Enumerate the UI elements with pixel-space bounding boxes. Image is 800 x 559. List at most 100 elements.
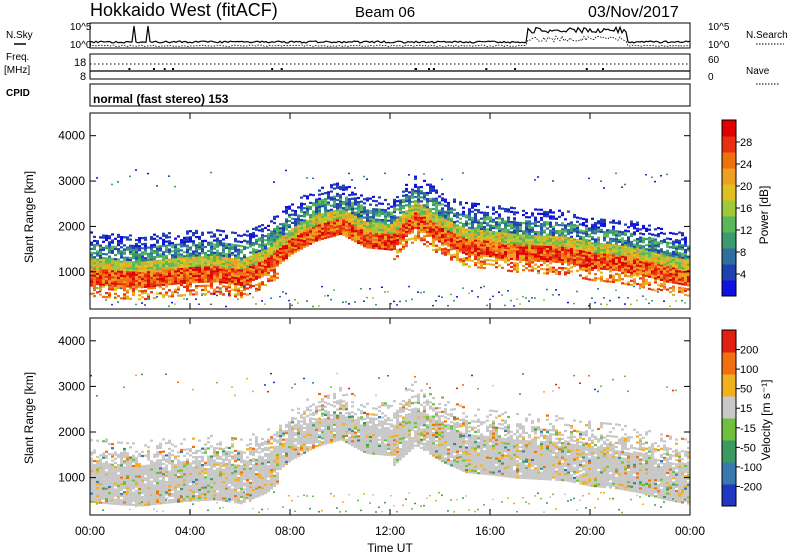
power-cell (294, 247, 297, 249)
power-cell (588, 246, 591, 248)
power-cell (516, 224, 519, 226)
power-cell (225, 276, 228, 278)
power-cell (144, 259, 147, 261)
power-cell (342, 209, 345, 211)
power-cell (621, 258, 624, 260)
power-cell (405, 243, 408, 245)
power-cell (549, 232, 552, 234)
power-cell (171, 291, 174, 293)
power-cell (102, 273, 105, 275)
power-cell (585, 249, 588, 251)
power-cell (273, 222, 276, 224)
power-cell (264, 270, 267, 272)
power-cell (123, 248, 126, 250)
power-cell (276, 238, 279, 240)
power-cell (291, 246, 294, 248)
power-cell (390, 218, 393, 220)
power-cell (411, 207, 414, 209)
power-cell (201, 271, 204, 273)
power-colorbar-swatch (722, 200, 736, 217)
power-cell (399, 202, 402, 204)
power-cell (96, 283, 99, 285)
power-cell (456, 296, 458, 298)
power-cell (306, 197, 309, 199)
power-cell (285, 170, 287, 172)
power-cell (354, 212, 357, 214)
power-cell (186, 241, 189, 243)
power-cell (516, 271, 519, 273)
power-cell (156, 276, 159, 278)
power-cell (684, 284, 687, 286)
power-cell (573, 259, 576, 261)
power-cell (633, 246, 636, 248)
power-cell (330, 215, 333, 217)
power-cell (261, 281, 264, 283)
power-cell (609, 238, 612, 240)
power-cell (222, 261, 225, 263)
power-cell (171, 256, 174, 258)
power-cell (477, 228, 480, 230)
power-cell (429, 188, 432, 190)
power-cell (246, 273, 249, 275)
power-cell (648, 261, 651, 263)
power-cell (216, 274, 219, 276)
power-cell (543, 240, 546, 242)
power-cell (639, 265, 642, 267)
power-cell (654, 257, 657, 259)
power-cell (414, 216, 417, 218)
power-cell (678, 289, 681, 291)
power-cell (270, 253, 273, 255)
power-cell (618, 245, 621, 247)
power-cell (336, 203, 339, 205)
power-cell (258, 276, 261, 278)
power-cell (468, 210, 471, 212)
power-cell (654, 249, 657, 251)
power-cell (255, 274, 258, 276)
power-cell (243, 293, 246, 295)
power-cell (159, 253, 162, 255)
power-cell (228, 272, 231, 274)
power-cell (657, 291, 659, 293)
power-cell (621, 231, 624, 233)
power-cell (645, 265, 648, 267)
power-cell (591, 218, 594, 220)
power-cell (285, 241, 288, 243)
power-cell (510, 300, 512, 302)
power-cell (528, 222, 531, 224)
power-cell (432, 200, 435, 202)
power-cell (273, 265, 276, 267)
power-cell (405, 229, 408, 231)
power-cell (621, 248, 624, 250)
power-cell (636, 260, 639, 262)
power-cell (444, 237, 447, 239)
power-cell (684, 261, 687, 263)
power-cell (669, 273, 672, 275)
power-cell (276, 248, 279, 250)
power-cell (444, 235, 447, 237)
power-cell (420, 211, 423, 213)
power-cell (297, 241, 300, 243)
power-cell (396, 208, 399, 210)
power-cell (207, 242, 210, 244)
power-colorbar-tick-label: 16 (740, 203, 752, 215)
power-cell (402, 223, 405, 225)
power-cell (354, 224, 357, 226)
power-cell (96, 263, 99, 265)
power-cell (300, 229, 303, 231)
power-cell (537, 235, 540, 237)
power-cell (570, 256, 573, 258)
power-cell (516, 240, 519, 242)
power-cell (408, 204, 411, 206)
power-cell (630, 233, 633, 235)
power-cell (558, 210, 561, 212)
power-cell (639, 261, 642, 263)
power-cell (651, 256, 654, 258)
power-cell (483, 232, 486, 234)
power-cell (297, 235, 300, 237)
power-cell (234, 254, 237, 256)
power-cell (162, 261, 165, 263)
power-cell (342, 203, 345, 205)
power-cell (483, 255, 486, 257)
freq-dot (602, 68, 604, 70)
power-cell (288, 234, 291, 236)
